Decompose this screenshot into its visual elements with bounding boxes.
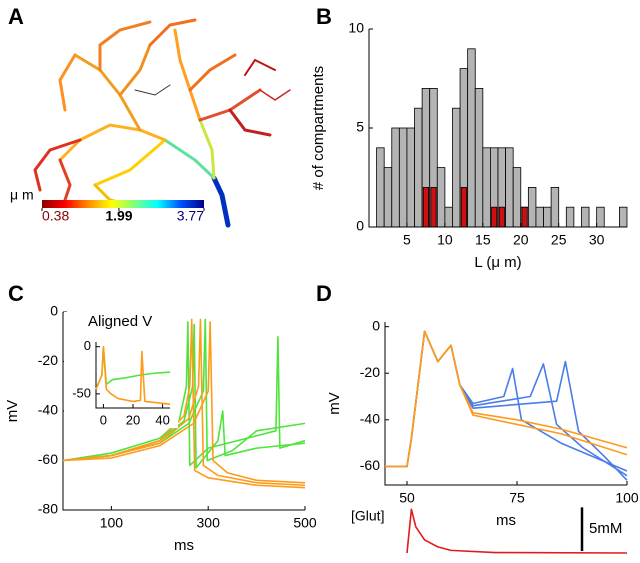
colorbar-tick-label: 1.99 (105, 208, 132, 224)
y-tick-label: -80 (38, 501, 58, 517)
y-tick-label: 0 (356, 218, 364, 234)
colorbar-tick-label: 0.38 (42, 208, 69, 224)
bar (391, 127, 400, 228)
bar (505, 147, 514, 228)
bar (550, 186, 560, 228)
x-tick-label: 10 (437, 232, 453, 248)
y-axis-label: # of compartments (310, 66, 327, 190)
bar (422, 186, 429, 228)
y-tick-label: 10 (348, 20, 364, 36)
bar (521, 206, 528, 228)
bar (543, 206, 552, 228)
bar (512, 167, 522, 228)
bar (491, 206, 498, 228)
x-tick-label: 50 (399, 490, 415, 506)
trace (406, 508, 628, 554)
bar (619, 206, 628, 228)
bar (444, 206, 453, 228)
y-tick-label: -60 (38, 451, 58, 467)
y-axis-label: mV (4, 400, 21, 423)
neuron-morphology (33, 18, 291, 228)
y-tick-label: -40 (38, 402, 58, 418)
bar (596, 206, 605, 228)
y-tick-label: 5 (356, 119, 364, 135)
inset-title: Aligned V (88, 313, 152, 330)
x-tick-label: 15 (475, 232, 491, 248)
trace (62, 321, 306, 484)
y-tick-label: -40 (360, 411, 380, 427)
x-tick-label: 5 (403, 232, 411, 248)
panel-label: B (316, 4, 332, 29)
y-tick-label: -60 (360, 457, 380, 473)
colorbar-tick-label: 3.77 (177, 208, 204, 224)
y-tick-label: 0 (50, 303, 58, 319)
bar (565, 206, 575, 228)
y-tick-label: -20 (38, 352, 58, 368)
bar (436, 167, 446, 228)
x-tick-label: 25 (551, 232, 567, 248)
colorbar-label: μ m (10, 187, 34, 203)
x-tick-label: 100 (100, 515, 124, 531)
x-tick-label: 100 (615, 490, 639, 506)
panel-label: C (8, 281, 24, 306)
x-tick-label: 30 (589, 232, 605, 248)
x-tick-label: 40 (155, 412, 169, 427)
bar (482, 147, 491, 228)
bar (430, 186, 437, 228)
bar (527, 186, 537, 228)
trace (62, 321, 306, 467)
y-tick-label: 0 (372, 317, 380, 333)
trace (62, 318, 306, 489)
bar (406, 127, 415, 228)
panel-label: A (8, 4, 24, 29)
bar (467, 48, 476, 228)
x-tick-label: 300 (197, 515, 221, 531)
x-tick-label: 20 (126, 412, 140, 427)
axis-line (95, 342, 170, 409)
y-tick-label: 0 (84, 338, 91, 353)
bar (452, 107, 461, 228)
inset-background (64, 312, 178, 428)
y-axis-label: mV (326, 392, 343, 415)
colorbar (42, 200, 204, 208)
bar (498, 206, 505, 228)
x-axis-label: ms (174, 537, 194, 554)
bar (474, 88, 484, 228)
bar (535, 206, 544, 228)
x-tick-label: 0 (100, 412, 107, 427)
bar (460, 186, 467, 228)
x-tick-label: 75 (509, 490, 525, 506)
trace (62, 318, 306, 487)
bar (581, 206, 590, 228)
axis-line (384, 322, 627, 486)
bar (376, 147, 385, 228)
bar (414, 107, 423, 228)
trace (95, 345, 171, 406)
x-axis-label: L (μ m) (474, 254, 521, 271)
bar (398, 127, 408, 228)
bar (383, 167, 393, 228)
panel-label: D (316, 281, 332, 306)
scale-bar-label: 5mM (589, 520, 622, 537)
x-axis-label: ms (496, 512, 516, 529)
trace (385, 330, 628, 468)
x-tick-label: 20 (513, 232, 529, 248)
y-tick-label: -20 (360, 364, 380, 380)
x-tick-label: 500 (293, 515, 317, 531)
trace-label: [Glut] (351, 508, 384, 524)
y-tick-label: -50 (72, 385, 91, 400)
